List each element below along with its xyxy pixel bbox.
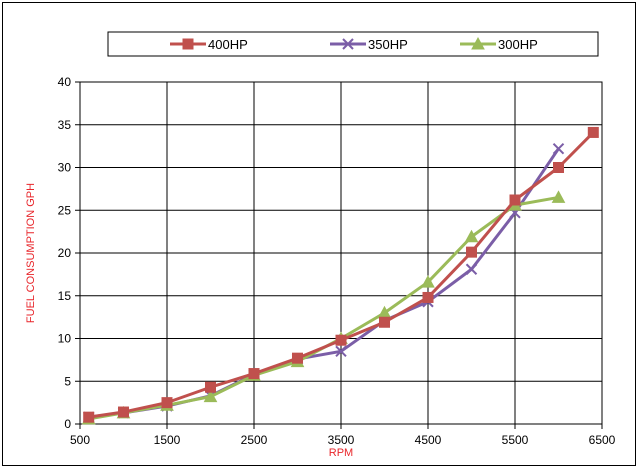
- chart-frame: [2, 2, 636, 466]
- legend: 400HP 350HP 300HP: [107, 31, 599, 57]
- legend-item-400HP: 400HP: [170, 37, 248, 52]
- x-tick-label: 2500: [241, 433, 268, 447]
- x-tick-label: 1500: [154, 433, 181, 447]
- y-tick-label: 35: [58, 118, 72, 132]
- y-axis-title: FUEL CONSUMPTION GPH: [25, 183, 37, 323]
- legend-label: 300HP: [498, 37, 538, 52]
- legend-label: 350HP: [368, 37, 408, 52]
- y-tick-label: 20: [58, 246, 72, 260]
- data-point-square: [205, 381, 216, 393]
- data-point-x: [465, 263, 478, 275]
- x-tick-label: 6500: [589, 433, 616, 447]
- y-tick-label: 30: [58, 161, 72, 175]
- y-tick-label: 15: [58, 289, 72, 303]
- series: [81, 126, 599, 425]
- legend-item-350HP: 350HP: [330, 37, 408, 52]
- data-point-triangle: [203, 389, 218, 403]
- y-tick-label: 40: [58, 75, 72, 89]
- x-tick-label: 5500: [502, 433, 529, 447]
- data-point-square: [509, 194, 521, 206]
- data-point-square: [292, 352, 303, 364]
- x-tick-label: 3500: [328, 433, 355, 447]
- series-400HP: [83, 126, 599, 423]
- y-tick-label: 0: [64, 417, 71, 431]
- data-point-x: [342, 38, 354, 50]
- legend-item-300HP: 300HP: [460, 36, 538, 52]
- data-point-square: [83, 411, 95, 423]
- y-tick-label: 25: [58, 203, 72, 217]
- data-point-square: [466, 246, 477, 258]
- x-tick-label: 4500: [415, 433, 442, 447]
- y-tick-label: 10: [58, 332, 72, 346]
- x-axis-title: RPM: [329, 447, 353, 459]
- data-point-square: [182, 38, 194, 50]
- axis-ticks: 0 5 10 15 20 25 30 35 40 500 1500 2500 3500 4500 5500 6…: [58, 75, 616, 447]
- data-point-x: [552, 142, 565, 155]
- x-tick-label: 500: [70, 433, 90, 447]
- grid: [79, 81, 603, 425]
- data-point-triangle: [471, 36, 485, 50]
- data-point-x: [335, 345, 347, 358]
- data-point-square: [335, 334, 347, 346]
- data-point-square: [248, 368, 260, 380]
- data-point-triangle: [464, 229, 479, 243]
- data-point-square: [379, 316, 390, 328]
- data-point-square: [118, 406, 129, 418]
- y-tick-label: 5: [64, 374, 71, 388]
- data-point-square: [161, 397, 173, 409]
- data-point-triangle: [551, 190, 566, 203]
- series-350HP: [82, 142, 565, 423]
- series-line: [88, 147, 560, 419]
- legend-label: 400HP: [208, 37, 248, 52]
- data-point-triangle: [421, 275, 435, 288]
- data-point-square: [553, 162, 564, 173]
- data-point-square: [587, 126, 599, 138]
- data-point-square: [422, 291, 434, 303]
